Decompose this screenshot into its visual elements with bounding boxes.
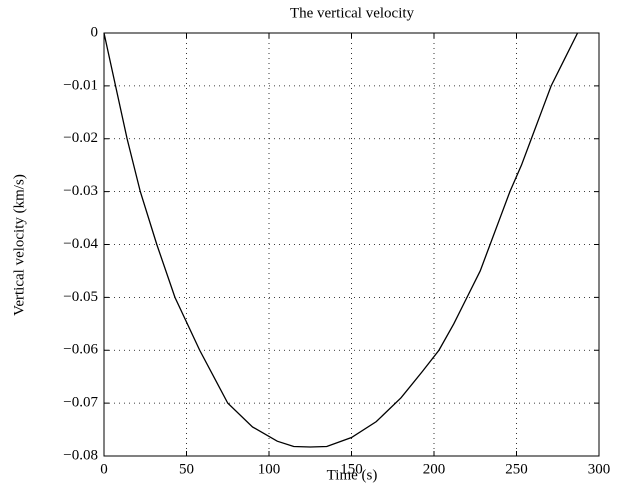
y-tick-label: −0.07 bbox=[63, 395, 98, 411]
y-tick-label: 0 bbox=[91, 24, 99, 40]
x-tick-label: 150 bbox=[340, 461, 363, 477]
y-tick-label: −0.06 bbox=[63, 342, 98, 358]
chart-title: The vertical velocity bbox=[290, 5, 415, 21]
x-tick-label: 200 bbox=[423, 461, 446, 477]
x-tick-label: 300 bbox=[588, 461, 611, 477]
x-tick-label: 250 bbox=[505, 461, 528, 477]
y-tick-label: −0.03 bbox=[63, 183, 98, 199]
data-line bbox=[103, 32, 579, 448]
plot-frame bbox=[103, 32, 600, 457]
x-tick-label: 0 bbox=[100, 461, 108, 477]
x-tick-label: 50 bbox=[179, 461, 194, 477]
y-tick-label: −0.02 bbox=[63, 130, 98, 146]
y-tick-label: −0.05 bbox=[63, 289, 98, 305]
y-tick-label: −0.04 bbox=[63, 236, 98, 252]
x-tick-label: 100 bbox=[258, 461, 281, 477]
y-tick-label: −0.08 bbox=[63, 447, 98, 463]
x-axis-label: Time (s) bbox=[327, 467, 378, 483]
y-tick-label: −0.01 bbox=[63, 77, 98, 93]
y-axis-label: Vertical velocity (km/s) bbox=[11, 174, 27, 316]
